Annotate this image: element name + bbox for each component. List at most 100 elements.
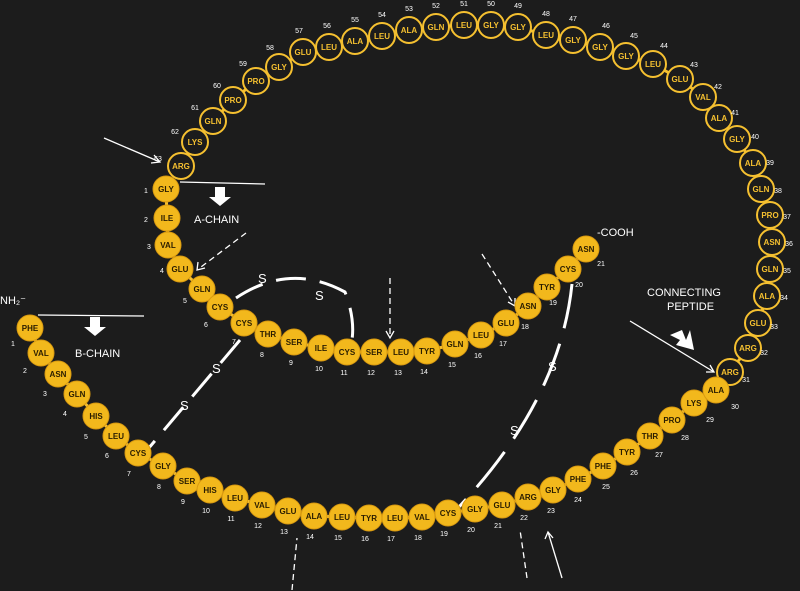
residue-bead <box>196 476 224 504</box>
residue-bead <box>300 502 328 530</box>
residue-code: VAL <box>695 93 711 102</box>
a-chain-residue-14: TYR 14 <box>413 337 441 376</box>
residue-number: 20 <box>575 282 583 289</box>
residue-number: 2 <box>144 217 148 224</box>
residue-bead <box>274 497 302 525</box>
dashed-arrow-b22 <box>519 529 528 579</box>
residue-number: 25 <box>602 484 610 491</box>
a-chain-residue-9: SER 9 <box>280 328 308 367</box>
residue-bead <box>450 11 478 39</box>
residue-number: 26 <box>630 470 638 477</box>
residue-number: 43 <box>690 62 698 69</box>
residue-code: ALA <box>306 512 323 521</box>
residue-number: 2 <box>23 368 27 375</box>
residue-bead <box>434 499 462 527</box>
b-chain-residue-18: VAL 18 <box>408 503 436 542</box>
residue-bead <box>756 201 784 229</box>
residue-number: 49 <box>514 3 522 10</box>
residue-number: 63 <box>154 156 162 163</box>
residue-code: PHE <box>595 462 612 471</box>
b-chain-residue-24: PHE 24 <box>564 465 592 504</box>
residue-number: 3 <box>43 391 47 398</box>
residue-bead <box>395 16 423 44</box>
residue-number: 47 <box>569 16 577 23</box>
residue-code: ARG <box>172 162 190 171</box>
residue-number: 56 <box>323 23 331 30</box>
b-chain-residue-27: THR 27 <box>636 422 664 459</box>
residue-bead <box>613 438 641 466</box>
residue-number: 19 <box>549 300 557 307</box>
residue-bead <box>689 83 717 111</box>
residue-bead <box>533 273 561 301</box>
b-chain-residue-19: CYS 19 <box>434 499 462 538</box>
residue-bead <box>368 22 396 50</box>
residue-number: 30 <box>731 404 739 411</box>
residue-number: 37 <box>783 214 791 221</box>
residue-code: GLU <box>750 319 767 328</box>
b-chain-residue-2: VAL 2 <box>23 339 55 375</box>
residue-bead <box>461 495 489 523</box>
residue-bead <box>723 125 751 153</box>
residue-code: GLU <box>172 265 189 274</box>
residue-number: 27 <box>655 452 663 459</box>
residue-number: 5 <box>183 298 187 305</box>
connecting-peptide-residue-48: LEU 48 <box>532 11 560 49</box>
disulfide-bridges <box>146 276 574 510</box>
b-chain-label: B-CHAIN <box>75 348 120 360</box>
residue-code: CYS <box>130 449 147 458</box>
residue-bead <box>758 228 786 256</box>
residue-bead <box>381 504 409 532</box>
residue-code: ARG <box>739 344 757 353</box>
a-chain-residue-3: VAL 3 <box>147 231 182 259</box>
b-chain-residue-20: GLY 20 <box>461 495 489 534</box>
a-chain-residue-7: CYS 7 <box>230 309 258 346</box>
residue-bead <box>265 53 293 81</box>
residue-code: ASN <box>520 302 537 311</box>
residue-bead <box>559 26 587 54</box>
residue-bead <box>124 439 152 467</box>
residue-number: 8 <box>260 352 264 359</box>
residue-number: 7 <box>232 339 236 346</box>
residue-bead <box>564 465 592 493</box>
residue-code: GLN <box>753 185 770 194</box>
residue-code: PHE <box>570 475 587 484</box>
residue-number: 16 <box>361 536 369 543</box>
residue-number: 60 <box>213 83 221 90</box>
residue-number: 9 <box>289 360 293 367</box>
residue-code: CYS <box>339 348 356 357</box>
b-chain-residue-15: LEU 15 <box>328 503 356 542</box>
residue-bead <box>230 309 258 337</box>
residue-code: PRO <box>247 77 264 86</box>
residue-bead <box>716 358 744 386</box>
residue-code: LEU <box>456 21 472 30</box>
residue-code: PHE <box>22 324 39 333</box>
disulfide-s-label: S <box>212 361 221 376</box>
residue-bead <box>532 21 560 49</box>
connecting-peptide-label: CONNECTING <box>647 287 721 299</box>
residue-code: TYR <box>539 283 555 292</box>
residue-bead <box>254 320 282 348</box>
residue-code: LEU <box>227 494 243 503</box>
dashed-arrow-a18 <box>481 253 516 307</box>
residue-bead <box>422 13 450 41</box>
connecting-peptide-residue-44: LEU 44 <box>639 43 668 78</box>
residue-code: GLY <box>158 185 174 194</box>
residue-code: ALA <box>745 159 762 168</box>
residue-code: LYS <box>188 138 203 147</box>
residue-number: 32 <box>760 350 768 357</box>
residue-number: 35 <box>783 268 791 275</box>
a-chain-residue-19: TYR 19 <box>533 273 561 307</box>
b-chain-residue-17: LEU 17 <box>381 504 409 543</box>
residue-number: 13 <box>394 370 402 377</box>
b-chain-residue-25: PHE 25 <box>589 452 617 491</box>
residue-code: GLY <box>271 63 287 72</box>
residue-code: GLN <box>447 340 464 349</box>
